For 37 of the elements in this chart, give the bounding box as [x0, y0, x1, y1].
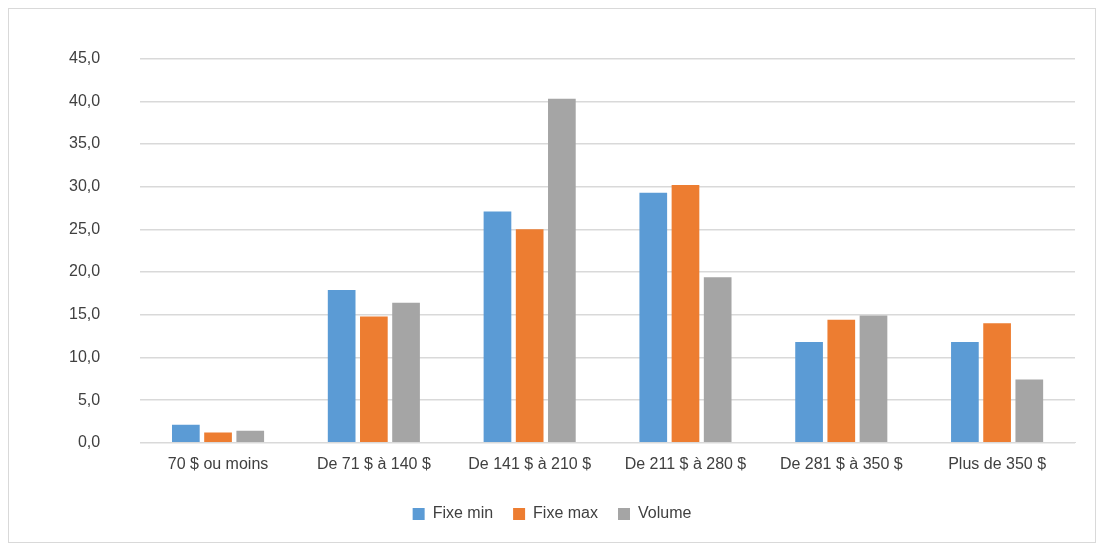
bar	[327, 289, 356, 443]
bar	[859, 315, 888, 443]
bar	[548, 98, 576, 443]
bar	[671, 184, 700, 443]
legend-label: Fixe min	[432, 504, 494, 522]
y-tick-label: 35,0	[69, 134, 101, 152]
bar	[515, 229, 544, 443]
bar	[392, 302, 420, 443]
bar	[483, 211, 512, 443]
legend-label: Volume	[637, 504, 692, 522]
legend-label: Fixe max	[533, 504, 598, 522]
bar	[236, 430, 265, 443]
x-tick-label: De 281 $ à 350 $	[779, 454, 903, 472]
bar	[639, 192, 668, 443]
y-tick-label: 5,0	[77, 390, 101, 408]
bar	[172, 424, 200, 443]
y-tick-label: 15,0	[69, 305, 101, 323]
y-tick-label: 25,0	[69, 219, 101, 237]
y-tick-label: 30,0	[69, 177, 101, 195]
x-tick-label: 70 $ ou moins	[167, 454, 269, 472]
bar	[1015, 379, 1044, 443]
y-tick-label: 10,0	[69, 347, 101, 365]
y-tick-label: 0,0	[77, 433, 101, 451]
bar	[827, 319, 856, 443]
bar	[360, 316, 388, 443]
x-tick-label: Plus de 350 $	[948, 454, 1047, 472]
x-tick-label: De 141 $ à 210 $	[468, 454, 592, 472]
y-tick-label: 40,0	[69, 91, 101, 109]
y-tick-label: 45,0	[69, 49, 101, 67]
bar	[795, 342, 823, 443]
bar	[951, 342, 979, 443]
y-tick-label: 20,0	[69, 262, 101, 280]
x-tick-label: De 211 $ à 280 $	[624, 454, 747, 472]
bar	[204, 432, 232, 443]
bar	[983, 323, 1011, 443]
x-tick-label: De 71 $ à 140 $	[316, 454, 431, 472]
bar	[703, 277, 732, 443]
